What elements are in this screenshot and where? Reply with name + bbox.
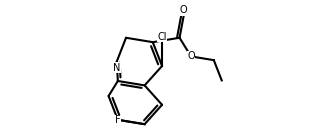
Text: O: O bbox=[180, 5, 187, 15]
Text: F: F bbox=[115, 116, 120, 125]
Text: N: N bbox=[113, 63, 120, 73]
Text: O: O bbox=[187, 51, 195, 61]
Text: Cl: Cl bbox=[157, 32, 167, 42]
